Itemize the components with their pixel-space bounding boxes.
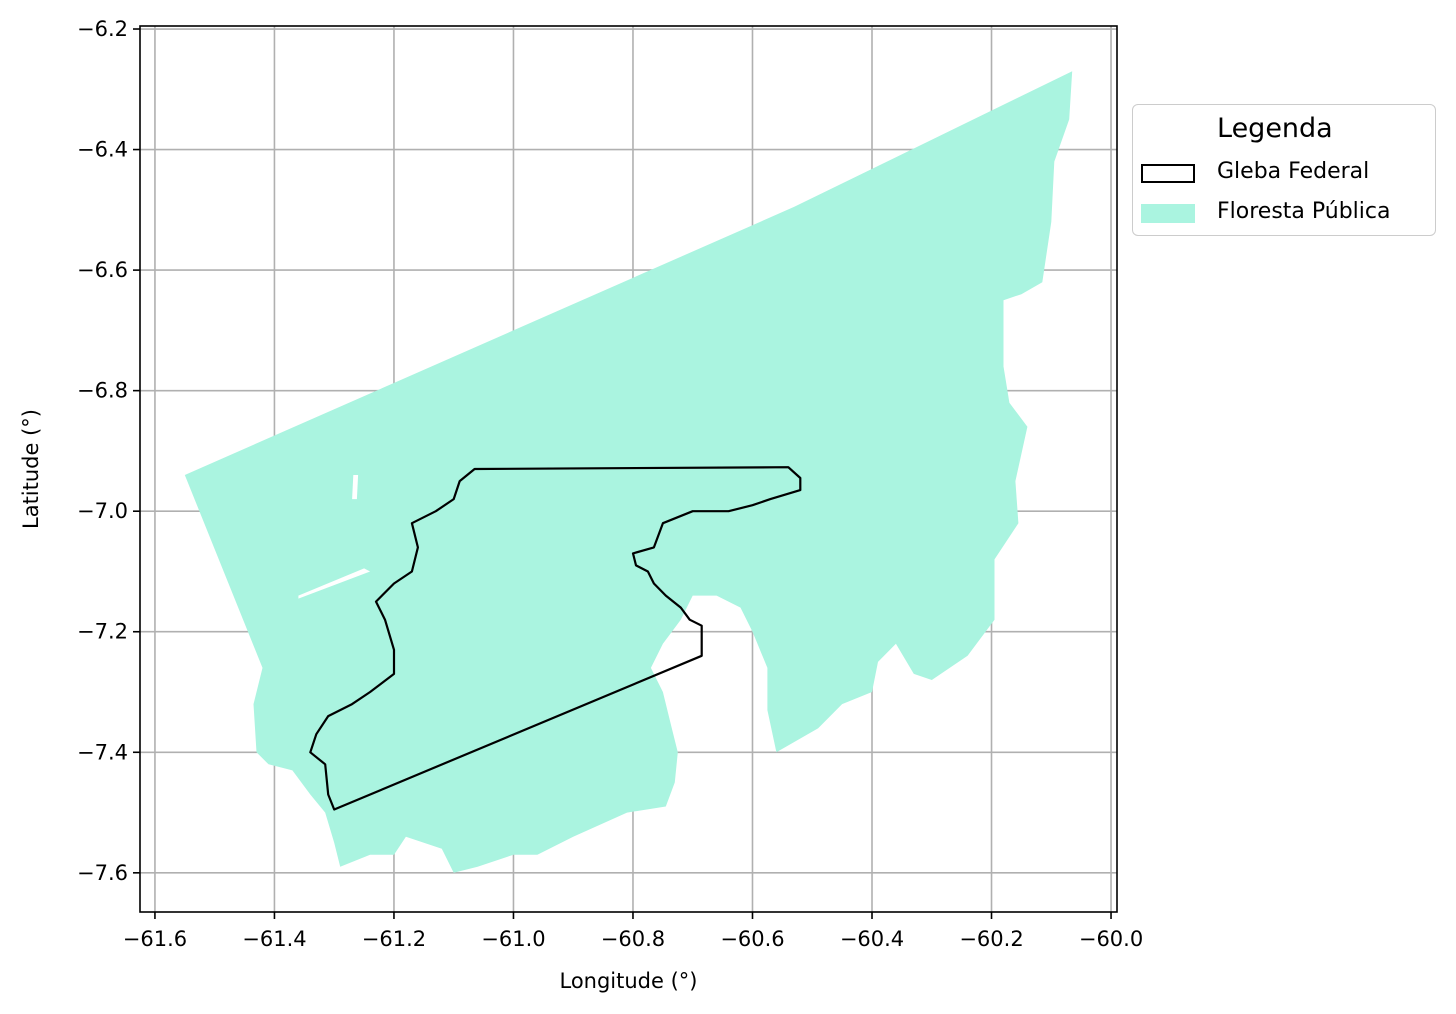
x-tick-label: −61.6 — [123, 927, 187, 951]
y-tick-label: −6.4 — [77, 138, 128, 162]
x-tick-label: −60.0 — [1079, 927, 1143, 951]
y-tick-label: −6.8 — [77, 379, 128, 403]
gleba-federal-swatch — [1141, 164, 1195, 183]
floresta-gap — [352, 475, 359, 500]
floresta-gap — [298, 568, 371, 599]
x-tick-label: −60.8 — [601, 927, 665, 951]
gleba-federal-outline — [309, 466, 802, 811]
floresta-publica-area — [184, 71, 1073, 873]
legend-label-floresta-publica: Floresta Pública — [1217, 199, 1391, 224]
y-tick-label: −6.2 — [77, 17, 128, 41]
legend-title: Legenda — [1217, 113, 1333, 144]
floresta-publica-swatch — [1141, 204, 1195, 223]
axis-ticks: −61.6 −61.4 −61.2 −61.0 −60.8 −60.6 −60.4 −60.2… — [77, 17, 1143, 951]
map-layers — [184, 71, 1073, 873]
x-tick-label: −61.2 — [362, 927, 426, 951]
x-tick-label: −60.6 — [720, 927, 784, 951]
x-tick-label: −61.4 — [242, 927, 306, 951]
y-tick-label: −6.6 — [77, 258, 128, 282]
y-tick-label: −7.2 — [77, 620, 128, 644]
legend: Legenda Gleba Federal Floresta Pública — [1132, 104, 1436, 236]
legend-label-gleba-federal: Gleba Federal — [1217, 159, 1370, 184]
y-tick-label: −7.0 — [77, 499, 128, 523]
x-tick-label: −60.4 — [840, 927, 904, 951]
y-tick-label: −7.6 — [77, 861, 128, 885]
x-tick-label: −61.0 — [481, 927, 545, 951]
plot-frame — [139, 25, 1118, 913]
y-axis-label: Latitude (°) — [19, 409, 43, 529]
x-axis-label: Longitude (°) — [559, 969, 697, 993]
x-tick-label: −60.2 — [959, 927, 1023, 951]
y-tick-label: −7.4 — [77, 740, 128, 764]
